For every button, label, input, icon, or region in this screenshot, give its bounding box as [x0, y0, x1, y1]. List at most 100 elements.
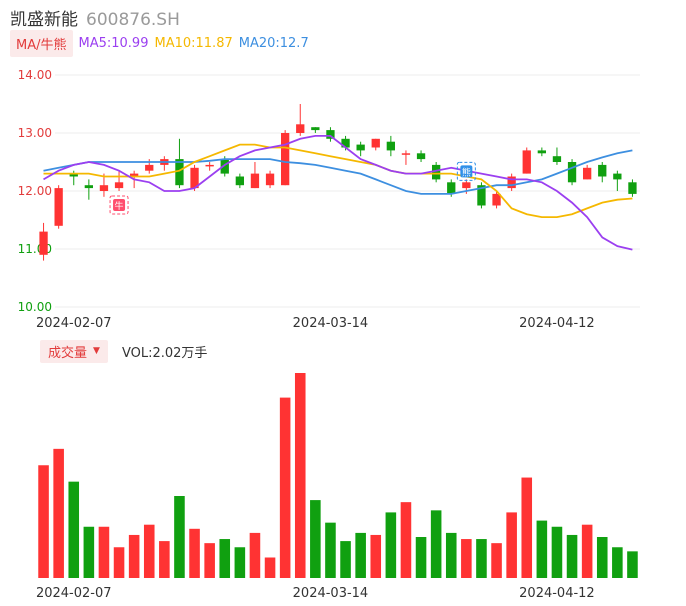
candle-body [431, 164, 441, 180]
marker-badge [460, 165, 473, 178]
candle-body [537, 150, 547, 154]
x-tick-label: 2024-03-14 [293, 586, 369, 601]
volume-bar [98, 526, 110, 578]
candle-body [582, 167, 592, 180]
y-tick-label: 12.00 [18, 184, 52, 198]
volume-bar [249, 532, 261, 578]
volume-bar [612, 547, 623, 578]
ma10-line [43, 143, 633, 219]
volume-bar [355, 532, 366, 578]
ma20-legend: MA20:12.7 [238, 35, 309, 51]
volume-mode-label: 成交量 [48, 345, 88, 361]
candle-body [341, 138, 350, 148]
volume-bar [264, 557, 276, 578]
candle-body [401, 153, 411, 155]
x-tick-label: 2024-02-07 [36, 586, 112, 601]
volume-bar [340, 541, 351, 578]
volume-bar [476, 539, 487, 578]
volume-bar [113, 547, 125, 578]
volume-bar [596, 537, 608, 578]
volume-bar [521, 477, 533, 578]
candle-body [447, 182, 456, 194]
candle-body [39, 231, 48, 255]
candle-body [99, 185, 109, 191]
volume-bar [536, 520, 548, 578]
candle-body [552, 156, 562, 162]
candle-body [507, 176, 516, 189]
caret-down-icon: ▼ [93, 346, 100, 356]
y-tick-label: 10.00 [18, 300, 52, 314]
candle-body [250, 173, 260, 189]
ma5-line [43, 134, 633, 251]
stock-name: 凯盛新能 [10, 10, 78, 30]
volume-bar [551, 526, 563, 578]
volume-bar [445, 532, 457, 578]
volume-bar [581, 524, 593, 578]
candle-body [129, 173, 139, 177]
marker-label: 熊 [462, 166, 471, 178]
volume-mode-selector[interactable]: 成交量 ▼ [40, 339, 108, 363]
volume-bar [128, 534, 140, 578]
volume-bar [415, 537, 427, 578]
volume-value: VOL:2.02万手 [121, 345, 208, 361]
candle-body [220, 159, 229, 174]
candle-body [145, 164, 154, 171]
volume-bar [325, 522, 336, 578]
candle-body [205, 164, 214, 167]
marker-frame [109, 195, 129, 215]
volume-bar [430, 510, 442, 578]
ma10-legend: MA10:11.87 [154, 35, 233, 51]
volume-bar [566, 534, 578, 578]
x-tick-label: 2024-04-12 [519, 586, 595, 601]
candle-body [462, 182, 471, 189]
marker-frame [456, 161, 476, 181]
x-tick-label: 2024-02-07 [36, 316, 112, 331]
y-tick-label: 14.00 [18, 68, 52, 82]
candle-body [280, 133, 290, 186]
volume-bar [204, 543, 215, 578]
volume-bar [461, 539, 472, 578]
volume-bar [400, 502, 412, 578]
x-tick-label: 2024-03-14 [293, 316, 369, 331]
volume-bar [83, 526, 95, 578]
candle-body [175, 159, 184, 186]
candle-body [326, 130, 335, 139]
candle-body [114, 182, 124, 189]
volume-legend: 成交量 ▼ VOL:2.02万手 [40, 339, 208, 363]
volume-bar [219, 539, 231, 578]
candle-body [628, 182, 637, 194]
marker-label: 牛 [115, 200, 124, 212]
volume-bar [294, 373, 306, 578]
candle-body [311, 127, 320, 131]
candle-body [190, 167, 199, 189]
ma5-legend: MA5:10.99 [78, 35, 149, 51]
candle-body [416, 153, 426, 160]
stock-code: 600876.SH [86, 10, 180, 30]
candle-body [477, 185, 486, 206]
candle-body [492, 193, 501, 206]
ma-legend: MA/牛熊 MA5:10.99 MA10:11.87 MA20:12.7 [10, 29, 309, 57]
candle-body [386, 141, 396, 151]
marker-badge [113, 199, 126, 211]
volume-bar [370, 534, 382, 578]
volume-bar [189, 528, 200, 578]
volume-bar [385, 512, 397, 578]
volume-bar [627, 551, 638, 578]
candle-body [522, 150, 531, 174]
candle-body [69, 173, 78, 177]
volume-bar [174, 496, 185, 578]
candle-body [235, 176, 245, 186]
candle-body [567, 162, 577, 183]
candle-body [356, 144, 365, 151]
volume-bar [506, 512, 517, 578]
candle-body [371, 138, 380, 148]
volume-bar [68, 481, 80, 578]
x-tick-label: 2024-04-12 [519, 316, 595, 331]
volume-bar [491, 543, 502, 578]
volume-bar [310, 500, 321, 578]
ma-mode-selector[interactable]: MA/牛熊 [10, 29, 73, 57]
candle-body [613, 173, 622, 180]
volume-bar [159, 541, 170, 578]
candle-body [265, 173, 275, 186]
